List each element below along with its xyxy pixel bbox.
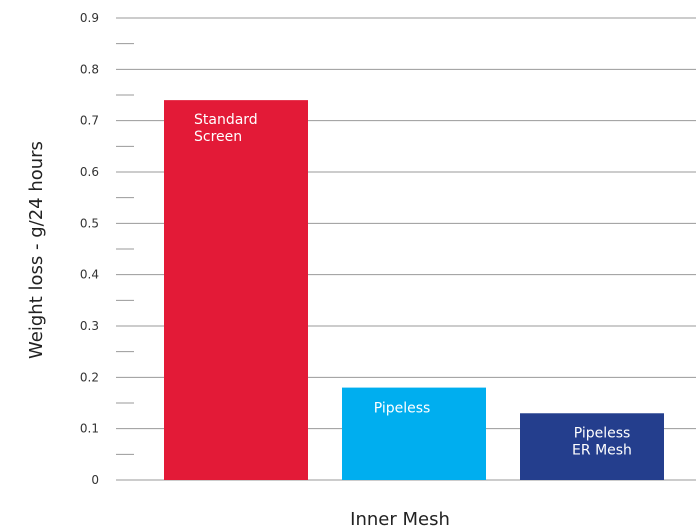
y-tick-label: 0.4 [80,268,99,282]
bar-label: Screen [194,129,242,145]
y-tick-label: 0.5 [80,216,99,230]
bar [164,100,308,480]
bar-label: Standard [194,112,258,128]
bars [164,100,664,480]
y-axis-ticks: 0 0.1 0.2 0.3 0.4 0.5 0.6 0.7 0.8 0.9 [80,11,99,487]
y-axis-title: Weight loss - g/24 hours [26,141,47,359]
bar [520,413,664,480]
y-tick-label: 0.9 [80,11,99,25]
bar [342,387,486,480]
y-tick-label: 0.3 [80,319,99,333]
y-tick-label: 0.8 [80,62,99,76]
y-tick-label: 0 [91,473,99,487]
y-tick-label: 0.6 [80,165,99,179]
y-tick-label: 0.1 [80,422,99,436]
x-axis-title: Inner Mesh [350,509,450,530]
y-tick-label: 0.7 [80,114,99,128]
bar-label: ER Mesh [572,442,632,458]
y-tick-label: 0.2 [80,370,99,384]
bar-label: Pipeless [574,425,631,441]
bar-label: Pipeless [374,401,431,417]
